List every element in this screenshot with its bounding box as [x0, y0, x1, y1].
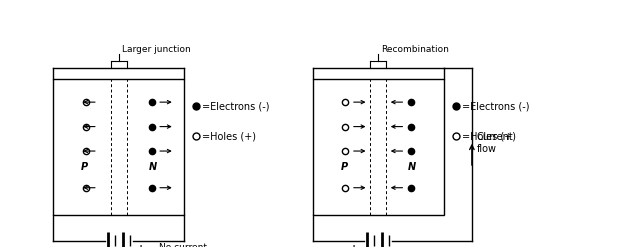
Text: +: +: [350, 244, 359, 247]
Text: Larger junction: Larger junction: [122, 45, 191, 54]
Bar: [53, 79, 184, 215]
Text: =Holes (+): =Holes (+): [462, 131, 516, 141]
Text: =Electrons (-): =Electrons (-): [462, 101, 529, 111]
Text: Current
flow: Current flow: [477, 132, 514, 154]
Text: P: P: [341, 162, 348, 172]
Text: Recombination: Recombination: [381, 45, 449, 54]
Text: P: P: [81, 162, 88, 172]
Text: N: N: [408, 162, 416, 172]
Text: No current: No current: [159, 243, 208, 247]
Bar: [312, 79, 444, 215]
Text: =Electrons (-): =Electrons (-): [202, 101, 270, 111]
Text: =Holes (+): =Holes (+): [202, 131, 256, 141]
Text: +: +: [136, 244, 145, 247]
Text: N: N: [149, 162, 157, 172]
